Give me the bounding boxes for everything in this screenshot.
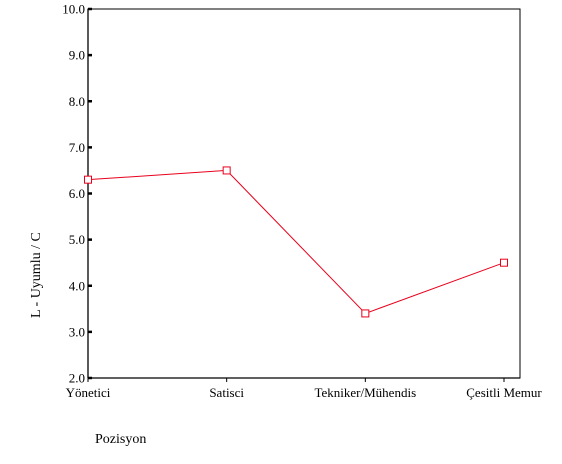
y-tick-label: 5.0 [69, 232, 85, 247]
y-axis-title: L - Uyumlu / C [29, 232, 44, 318]
x-axis-ticks: Yönetici Satisci Tekniker/Mühendis Çesitli … [66, 378, 542, 400]
y-tick-label: 6.0 [69, 186, 85, 201]
x-axis-title: Pozisyon [95, 432, 146, 447]
data-point-marker [84, 175, 92, 184]
x-tick-label: Satisci [209, 385, 244, 400]
x-tick-label: Tekniker/Mühendis [315, 385, 417, 400]
y-tick-label: 10.0 [62, 2, 85, 17]
plot-area-frame [87, 8, 521, 379]
x-tick-label: Çesitli Memur [466, 385, 542, 400]
y-axis-ticks: 2.0 3.0 4.0 5.0 6.0 7.0 8.0 9.0 10.0 [62, 2, 92, 386]
data-point-marker [500, 258, 508, 267]
y-tick-label: 2.0 [69, 371, 85, 386]
y-tick-label: 8.0 [69, 94, 85, 109]
y-tick-label: 7.0 [69, 140, 85, 155]
series-line [87, 169, 505, 315]
y-tick-label: 9.0 [69, 48, 85, 63]
series-group [84, 166, 508, 318]
data-point-marker [361, 309, 370, 318]
y-tick-label: 4.0 [69, 278, 85, 293]
y-tick-label: 3.0 [69, 324, 85, 339]
data-point-marker [222, 166, 231, 175]
x-tick-label: Yönetici [66, 385, 111, 400]
